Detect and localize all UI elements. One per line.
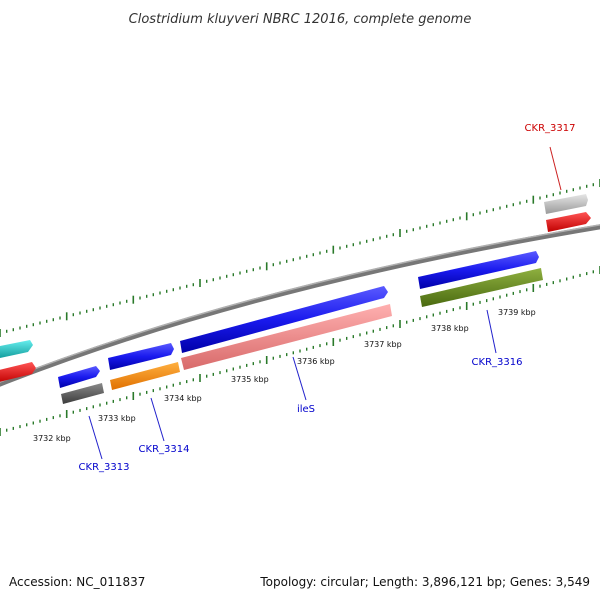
tick-label-3736: 3736 kbp bbox=[297, 357, 335, 366]
tick-label-3733: 3733 kbp bbox=[98, 414, 136, 423]
outer-tick-row bbox=[0, 179, 600, 337]
ckr-3316-leader bbox=[486, 309, 497, 354]
gene-red-left[interactable] bbox=[0, 362, 36, 383]
gene-ckr-3316-forward[interactable] bbox=[418, 251, 539, 289]
gene-label-ckr-3317[interactable]: CKR_3317 bbox=[525, 123, 576, 134]
gene-ckr-3313-reverse[interactable] bbox=[61, 383, 104, 404]
tick-label-3738: 3738 kbp bbox=[431, 324, 469, 333]
iles-leader bbox=[292, 356, 307, 401]
gene-cyan-left[interactable] bbox=[0, 340, 33, 359]
ckr-3317-leader bbox=[549, 146, 562, 191]
map-title: Clostridium kluyveri NBRC 12016, complet… bbox=[129, 12, 472, 27]
gene-iles-forward[interactable] bbox=[180, 286, 388, 353]
gene-label-ckr-3316[interactable]: CKR_3316 bbox=[472, 357, 523, 368]
tick-label-3739: 3739 kbp bbox=[498, 308, 536, 317]
gene-ckr-3313-forward[interactable] bbox=[58, 366, 100, 388]
tick-label-3732: 3732 kbp bbox=[33, 434, 71, 443]
gene-ckr-3314-forward[interactable] bbox=[108, 343, 174, 370]
gene-label-iles[interactable]: ileS bbox=[297, 404, 315, 415]
gene-label-ckr-3313[interactable]: CKR_3313 bbox=[79, 462, 130, 473]
gene-ckr-3316-reverse[interactable] bbox=[420, 268, 543, 307]
chromosome-backbone-highlight bbox=[0, 224, 600, 383]
inner-tick-row bbox=[0, 266, 600, 436]
accession-text: Accession: NC_011837 bbox=[9, 575, 145, 589]
tick-label-3734: 3734 kbp bbox=[164, 394, 202, 403]
tick-label-3735: 3735 kbp bbox=[231, 375, 269, 384]
genome-summary-text: Topology: circular; Length: 3,896,121 bp… bbox=[259, 575, 590, 589]
gene-ckr-3317-forward[interactable] bbox=[544, 194, 588, 214]
gene-ckr-3314-reverse[interactable] bbox=[110, 362, 180, 390]
gene-label-ckr-3314[interactable]: CKR_3314 bbox=[139, 444, 190, 455]
ckr-3313-leader bbox=[88, 415, 103, 460]
chromosome-backbone bbox=[0, 224, 600, 387]
tick-label-3737: 3737 kbp bbox=[364, 340, 402, 349]
gene-iles-reverse[interactable] bbox=[181, 304, 392, 370]
gene-ckr-3317-reverse[interactable] bbox=[546, 212, 591, 232]
ckr-3314-leader bbox=[150, 397, 165, 442]
